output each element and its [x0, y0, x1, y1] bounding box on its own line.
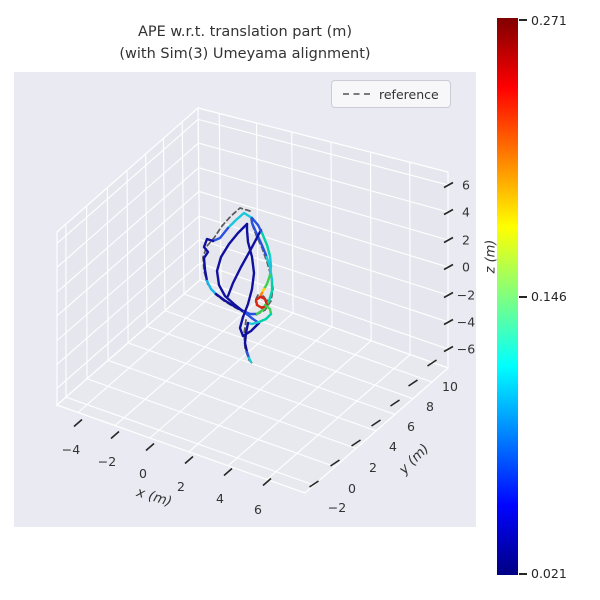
- colorbar-label-mid: 0.146: [531, 289, 567, 304]
- x-tick-label: 2: [177, 479, 185, 494]
- trajectory-segment: [226, 228, 263, 298]
- x-tick-label: 6: [254, 502, 262, 517]
- z-tick-label: −6: [457, 342, 475, 357]
- colorbar-tick-min: [519, 573, 527, 575]
- z-tick-label: −2: [457, 288, 475, 303]
- y-tick-label: 8: [426, 399, 434, 414]
- trajectory-segment: [205, 279, 218, 296]
- tick-marks: [73, 181, 454, 488]
- trajectory-segment: [257, 312, 273, 324]
- y-tick-label: −2: [328, 500, 346, 515]
- x-tick-label: 0: [139, 466, 147, 481]
- colorbar-gradient: [497, 18, 518, 575]
- z-tick-label: 2: [462, 233, 470, 248]
- colorbar-tick-max: [519, 19, 527, 21]
- colorbar-label-min: 0.021: [531, 566, 567, 581]
- legend-item-reference: reference: [379, 86, 439, 102]
- trajectory-segment: [263, 303, 273, 316]
- trajectory-segment: [202, 237, 215, 260]
- trajectory-segment: [250, 216, 268, 257]
- trajectory-segment: [215, 222, 249, 287]
- trajectory-segment: [250, 216, 264, 235]
- y-tick-label: 2: [369, 460, 377, 475]
- gridlines: [56, 113, 449, 486]
- estimate-trajectory: [202, 211, 274, 364]
- colorbar-tick-mid: [519, 295, 527, 298]
- z-tick-label: 0: [462, 260, 470, 275]
- y-tick-label: 4: [389, 439, 397, 454]
- trajectory-segment: [217, 283, 246, 314]
- dashed-line-icon: [343, 93, 370, 95]
- trajectory-segment: [247, 356, 253, 364]
- trajectory-segment: [241, 222, 256, 319]
- plot-title: APE w.r.t. translation part (m) (with Si…: [0, 22, 490, 66]
- trajectory-segment: [238, 315, 261, 338]
- y-tick-label: 10: [442, 379, 458, 394]
- y-axis-label: y (m): [395, 441, 432, 479]
- trajectory-segment: [267, 278, 274, 303]
- trajectory-segment: [260, 231, 272, 258]
- x-tick-label: −2: [98, 454, 116, 469]
- trajectory-segment: [243, 321, 250, 354]
- trajectory-segment: [202, 256, 209, 283]
- trajectory-segment: [262, 273, 272, 291]
- legend[interactable]: reference: [331, 80, 451, 108]
- trajectory-segment: [254, 295, 269, 310]
- trajectory-segment: [226, 211, 254, 230]
- plot-title-line1: APE w.r.t. translation part (m): [137, 24, 353, 40]
- y-tick-label: 0: [348, 481, 356, 496]
- y-tick-label: 6: [407, 419, 415, 434]
- trajectory-segment: [268, 254, 273, 277]
- z-tick-label: 6: [462, 178, 470, 193]
- x-tick-label: 4: [216, 491, 224, 506]
- plot-title-line2: (with Sim(3) Umeyama alignment): [119, 45, 371, 62]
- x-tick-label: −4: [62, 442, 80, 457]
- colorbar-label-max: 0.271: [531, 13, 567, 28]
- x-axis-label: x (m): [134, 484, 174, 510]
- trajectory-segment: [211, 226, 230, 243]
- z-tick-label: 4: [462, 205, 470, 220]
- trajectory-segment: [246, 320, 261, 326]
- z-tick-label: −4: [457, 315, 475, 330]
